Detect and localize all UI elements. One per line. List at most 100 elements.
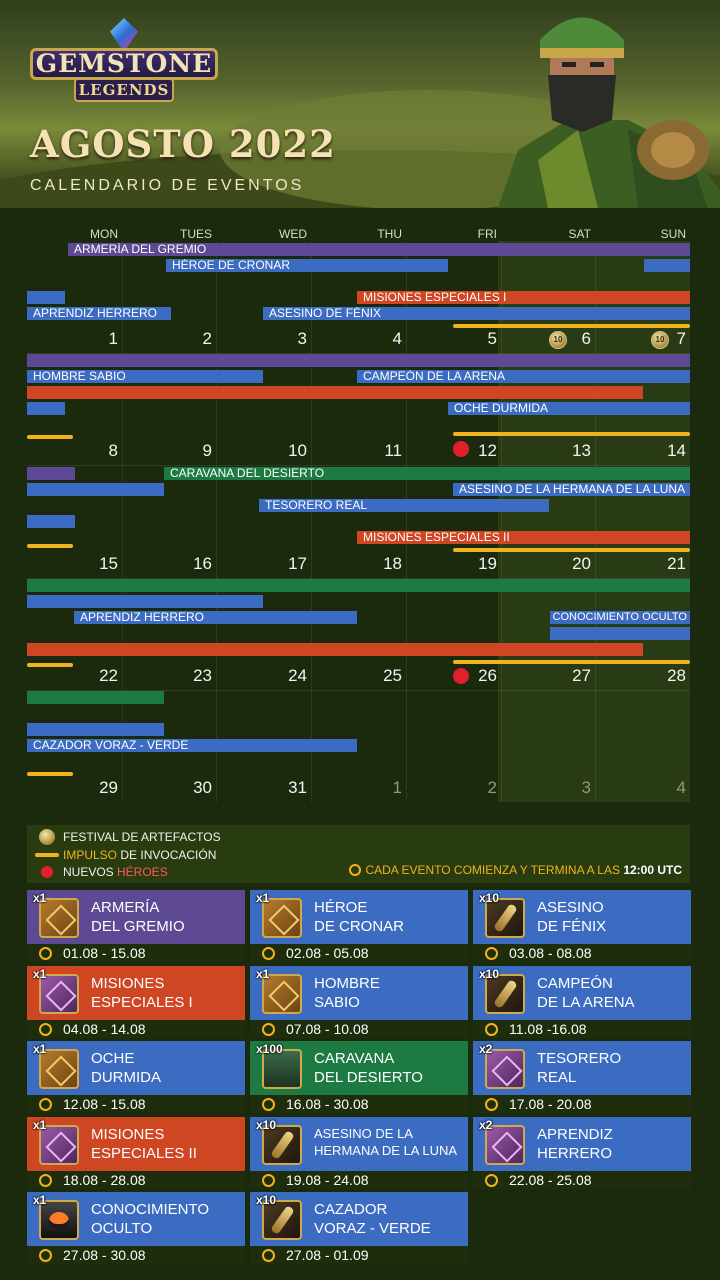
event-card[interactable]: x1 OCHE DURMIDA 12.08 - 15.08 (27, 1041, 245, 1113)
bar-week5-blue[interactable] (27, 723, 164, 736)
day-number[interactable]: 31 (288, 778, 307, 797)
day-number[interactable]: 3 (581, 778, 591, 797)
bar-oche-durmida[interactable]: OCHE DURMIDA (448, 402, 690, 415)
bar-week2-short[interactable] (27, 402, 65, 415)
bar-armeria-del-gremio[interactable]: ARMERÍA DEL GREMIO (68, 243, 690, 256)
event-card[interactable]: x10 CAMPEÓN DE LA ARENA 11.08 -16.08 (473, 965, 691, 1038)
day-number[interactable]: 23 (193, 666, 212, 685)
purple-book-icon (39, 973, 79, 1014)
bar-caravana-end[interactable] (27, 691, 164, 704)
day-number[interactable]: 2 (202, 329, 212, 348)
event-card[interactable]: x1 CONOCIMIENTO OCULTO 27.08 - 30.08 (27, 1192, 245, 1264)
clock-icon (485, 947, 498, 960)
bar-caravana-del-desierto[interactable]: CARAVANA DEL DESIERTO (164, 467, 690, 480)
day-number[interactable]: 30 (193, 778, 212, 797)
day-number[interactable]: 6 (581, 329, 591, 348)
event-card[interactable]: x2 APRENDIZ HERRERO 22.08 - 25.08 (473, 1116, 691, 1189)
day-number[interactable]: 22 (99, 666, 118, 685)
day-number[interactable]: 3 (297, 329, 307, 348)
event-card[interactable]: x10 CAZADOR VORAZ - VERDE 27.08 - 01.09 (250, 1192, 468, 1264)
event-card[interactable]: x1 ARMERÍA DEL GREMIO 01.08 - 15.08 (27, 890, 245, 962)
day-number[interactable]: 16 (193, 554, 212, 573)
day-number[interactable]: 17 (288, 554, 307, 573)
grid-column-line (501, 241, 502, 802)
event-card-name: CAMPEÓN DE LA ARENA (537, 974, 635, 1011)
day-number[interactable]: 8 (108, 441, 118, 460)
day-number[interactable]: 1 (108, 329, 118, 348)
bar-tesorero-continued[interactable] (27, 595, 263, 608)
reward-multiplier: x10 (256, 1193, 277, 1207)
bar-week3-blue[interactable] (27, 483, 164, 496)
bar-caravana-continued[interactable] (27, 579, 690, 592)
bar-cazador-voraz-verde[interactable]: CAZADOR VORAZ - VERDE (27, 739, 357, 752)
event-card-header: x10 CAZADOR VORAZ - VERDE (250, 1192, 468, 1246)
event-card[interactable]: x10 ASESINO DE LA HERMANA DE LA LUNA 19.08… (250, 1116, 468, 1189)
bar-week3-short[interactable] (27, 467, 75, 480)
event-card[interactable]: x1 HÉROE DE CRONAR 02.08 - 05.08 (250, 890, 468, 962)
day-number[interactable]: 12 (478, 441, 497, 460)
event-card[interactable]: x2 TESORERO REAL 17.08 - 20.08 (473, 1041, 691, 1113)
day-number[interactable]: 2 (487, 778, 497, 797)
day-number[interactable]: 18 (383, 554, 402, 573)
day-number[interactable]: 1 (392, 778, 402, 797)
weekday-header: TUES (179, 227, 212, 241)
day-number[interactable]: 24 (288, 666, 307, 685)
event-date-range: 02.08 - 05.08 (286, 945, 369, 961)
bar-week3-short2[interactable] (27, 515, 75, 528)
event-date-range: 19.08 - 24.08 (286, 1171, 369, 1188)
bar-aprendiz-herrero-2[interactable]: APRENDIZ HERRERO (74, 611, 357, 624)
bar-misiones-especiales-1[interactable]: MISIONES ESPECIALES I (357, 291, 690, 304)
day-number[interactable]: 4 (676, 778, 686, 797)
bar-heroe-de-cronar[interactable]: HÉROE DE CRONAR (166, 259, 448, 272)
scroll-icon (485, 973, 525, 1014)
bar-armeria-continued[interactable] (27, 354, 690, 367)
artifact-festival-coin-icon: 10 (651, 331, 669, 349)
day-number[interactable]: 9 (202, 441, 212, 460)
day-number[interactable]: 26 (478, 666, 497, 685)
book-icon (39, 898, 79, 938)
day-number[interactable]: 11 (384, 441, 402, 460)
weekday-header: WED (279, 227, 307, 241)
bar-week1-short[interactable] (27, 291, 65, 304)
bar-misiones-continued[interactable] (27, 386, 643, 399)
day-number[interactable]: 13 (572, 441, 591, 460)
bar-hombre-sabio[interactable]: HOMBRE SABIO (27, 370, 263, 383)
reward-multiplier: x2 (479, 1042, 493, 1056)
day-number[interactable]: 21 (667, 554, 686, 573)
event-card[interactable]: x1 MISIONES ESPECIALES I 04.08 - 14.08 (27, 965, 245, 1038)
day-number[interactable]: 20 (572, 554, 591, 573)
day-number[interactable]: 7 (676, 329, 686, 348)
bar-aprendiz-herrero-1[interactable]: APRENDIZ HERRERO (27, 307, 171, 320)
bar-campeon-de-la-arena[interactable]: CAMPEÓN DE LA ARENA (357, 370, 690, 383)
day-number[interactable]: 25 (383, 666, 402, 685)
day-number[interactable]: 5 (487, 329, 497, 348)
day-number[interactable]: 29 (99, 778, 118, 797)
day-number[interactable]: 10 (288, 441, 307, 460)
clock-icon (485, 1022, 498, 1036)
day-number[interactable]: 14 (667, 441, 686, 460)
day-number[interactable]: 15 (99, 554, 118, 573)
bar-conocimiento-oculto[interactable]: CONOCIMIENTO OCULTO (550, 611, 690, 624)
bar-week4-blue[interactable] (550, 627, 690, 640)
purple-book-icon (485, 1124, 525, 1165)
day-number[interactable]: 27 (572, 666, 591, 685)
day-number[interactable]: 19 (478, 554, 497, 573)
event-card[interactable]: x1 MISIONES ESPECIALES II 18.08 - 28.08 (27, 1116, 245, 1189)
bar-asesino-hermana-luna[interactable]: ASESINO DE LA HERMANA DE LA LUNA (453, 483, 690, 496)
event-card[interactable]: x10 ASESINO DE FÉNIX 03.08 - 08.08 (473, 890, 691, 962)
bar-heroe-de-cronar-2[interactable] (644, 259, 690, 272)
grid-column-line (595, 241, 596, 802)
day-number[interactable]: 4 (392, 329, 402, 348)
event-card-header: x100 CARAVANA DEL DESIERTO (250, 1041, 468, 1095)
bar-misiones-especiales-2[interactable]: MISIONES ESPECIALES II (357, 531, 690, 544)
bar-misiones-2-continued[interactable] (27, 643, 643, 656)
bar-asesino-de-fenix[interactable]: ASESINO DE FÉNIX (263, 307, 690, 320)
bar-tesorero-real[interactable]: TESORERO REAL (259, 499, 549, 512)
weekday-header: SAT (568, 227, 591, 241)
event-card-name: HOMBRE SABIO (314, 974, 380, 1011)
event-card[interactable]: x1 HOMBRE SABIO 07.08 - 10.08 (250, 965, 468, 1038)
legend-festival: FESTIVAL DE ARTEFACTOS (63, 830, 221, 844)
event-card-header: x2 APRENDIZ HERRERO (473, 1116, 691, 1171)
event-card[interactable]: x100 CARAVANA DEL DESIERTO 16.08 - 30.08 (250, 1041, 468, 1113)
day-number[interactable]: 28 (667, 666, 686, 685)
